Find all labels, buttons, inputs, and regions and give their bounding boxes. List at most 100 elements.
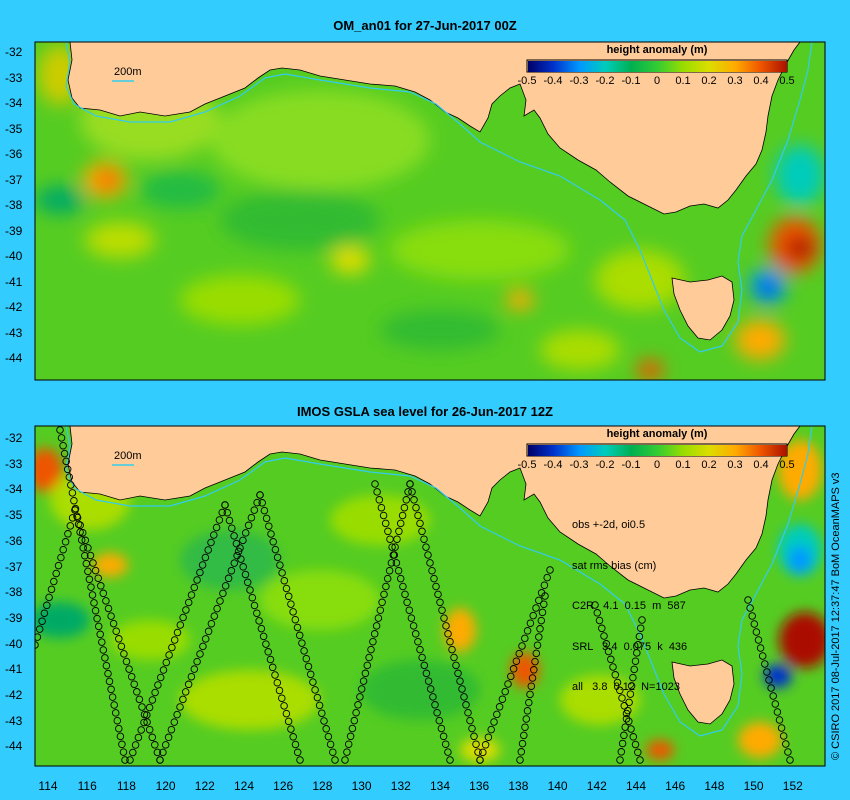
track-obs-marker [269,538,277,546]
track-obs-marker [196,568,204,577]
track-obs-marker [746,604,754,612]
track-obs-marker [436,598,444,607]
track-obs-marker [775,716,784,724]
track-obs-marker [450,653,458,662]
x-tick-label: 140 [547,779,568,793]
y-tick-label: -44 [5,351,23,365]
track-obs-marker [228,524,236,532]
track-obs-marker [91,606,100,615]
track-obs-marker [408,488,416,496]
track-obs-marker [207,619,216,628]
track-obs-marker [115,635,123,643]
track-obs-marker [621,723,629,731]
track-obs-marker [221,582,230,590]
track-obs-marker [64,530,72,538]
track-obs-marker [118,740,126,749]
track-obs-marker [622,715,631,723]
track-obs-marker [771,700,780,708]
track-obs-marker [523,707,532,715]
colorbar-tick-label: -0.1 [621,459,641,471]
track-obs-marker [241,529,250,537]
track-obs-marker [756,644,765,652]
track-obs-marker [196,650,204,658]
colorbar-tick-label: 0.3 [727,75,743,87]
track-obs-marker [45,593,53,602]
bottom-colorbar [526,443,788,457]
track-obs-marker [631,657,640,665]
track-obs-marker [396,519,405,528]
track-obs-marker [613,678,622,687]
track-obs-marker [611,671,620,679]
track-obs-marker [302,654,311,663]
colorbar-tick-label: 0.3 [727,459,743,471]
track-obs-marker [284,717,293,726]
track-obs-marker [365,653,373,662]
track-obs-marker [207,538,215,547]
track-obs-marker [96,630,104,639]
track-obs-marker [104,669,112,678]
track-obs-marker [227,566,236,575]
altimetry-tracks [35,426,794,764]
track-obs-marker [493,710,501,719]
track-obs-marker [246,586,254,594]
track-obs-marker [56,426,64,434]
track-obs-marker [387,559,396,567]
track-obs-marker [298,639,306,647]
track-obs-marker [89,559,97,567]
track-obs-marker [416,645,424,654]
track-obs-marker [411,630,420,638]
track-obs-marker [99,646,108,654]
track-obs-marker [60,449,69,458]
top-colorbar-fill [528,61,787,72]
colorbar-tick-label: -0.5 [517,459,537,471]
top-map-frame [34,41,826,381]
y-tick-label: -38 [5,198,23,212]
track-obs-marker [204,546,212,554]
track-obs-marker [618,694,626,702]
track-obs-marker [35,633,42,641]
track-obs-marker [70,496,78,505]
stats-line-4: SRL 3.4 0.075 k 436 [572,640,688,653]
track-obs-marker [107,685,115,694]
track-obs-marker [638,616,646,624]
track-obs-marker [522,715,531,723]
track-obs-marker [441,740,450,748]
track-obs-marker [773,708,782,716]
y-tick-label: -33 [5,70,23,85]
track-obs-marker [401,590,409,599]
track-obs-marker [624,706,632,715]
track-obs-marker [87,583,95,591]
track-obs-marker [167,725,176,734]
track-obs-marker [50,577,58,586]
track-obs-marker [165,651,173,659]
track-obs-marker [38,617,46,625]
track-obs-marker [402,496,411,504]
track-obs-marker [394,566,403,575]
track-obs-marker [474,748,482,756]
track-obs-marker [409,622,418,630]
track-obs-marker [479,748,487,757]
track-obs-marker [431,701,439,709]
track-obs-marker [504,680,512,688]
track-obs-marker [626,690,635,698]
track-obs-marker [361,669,370,678]
track-obs-marker [257,624,266,633]
track-obs-marker [159,666,168,674]
track-obs-marker [145,725,154,734]
track-obs-marker [543,573,551,582]
track-obs-marker [518,642,526,650]
track-obs-marker [138,703,146,711]
track-obs-marker [273,678,282,687]
track-obs-marker [223,508,232,517]
y-tick-label: -42 [5,688,23,702]
track-obs-marker [122,657,131,666]
track-obs-marker [346,732,355,741]
track-obs-marker [516,756,524,764]
track-obs-marker [43,601,51,610]
track-obs-marker [352,708,360,717]
track-obs-marker [73,513,82,522]
track-obs-marker [416,519,424,528]
track-obs-marker [607,655,615,664]
track-obs-marker [260,506,269,515]
track-obs-marker [454,669,462,678]
